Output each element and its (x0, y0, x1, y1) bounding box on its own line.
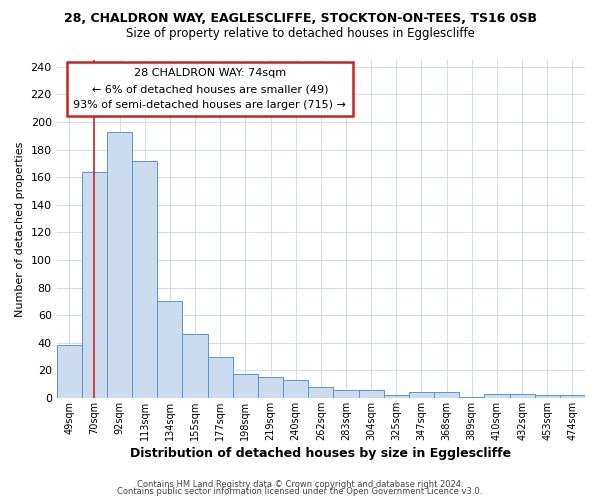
Bar (157, 302, 182, 398)
Text: 28 CHALDRON WAY: 74sqm
← 6% of detached houses are smaller (49)
93% of semi-deta: 28 CHALDRON WAY: 74sqm ← 6% of detached … (73, 68, 346, 110)
Bar (334, 390, 359, 398)
Bar (208, 356, 233, 398)
Bar (535, 395, 560, 398)
Text: Contains HM Land Registry data © Crown copyright and database right 2024.: Contains HM Land Registry data © Crown c… (137, 480, 463, 489)
Bar (434, 392, 459, 398)
Bar (484, 394, 509, 398)
Bar (82, 172, 107, 398)
Bar (459, 396, 484, 398)
Bar (182, 334, 208, 398)
Text: 28, CHALDRON WAY, EAGLESCLIFFE, STOCKTON-ON-TEES, TS16 0SB: 28, CHALDRON WAY, EAGLESCLIFFE, STOCKTON… (64, 12, 536, 26)
Bar (258, 377, 283, 398)
Text: Size of property relative to detached houses in Egglescliffe: Size of property relative to detached ho… (125, 28, 475, 40)
Bar (56, 346, 82, 398)
Bar (409, 392, 434, 398)
Bar (359, 390, 384, 398)
Y-axis label: Number of detached properties: Number of detached properties (15, 142, 25, 316)
Bar (107, 132, 132, 398)
Bar (509, 394, 535, 398)
Bar (560, 395, 585, 398)
Bar (384, 395, 409, 398)
Bar (283, 380, 308, 398)
Text: Contains public sector information licensed under the Open Government Licence v3: Contains public sector information licen… (118, 488, 482, 496)
Bar (132, 160, 157, 398)
Bar (308, 387, 334, 398)
X-axis label: Distribution of detached houses by size in Egglescliffe: Distribution of detached houses by size … (130, 447, 511, 460)
Bar (233, 374, 258, 398)
